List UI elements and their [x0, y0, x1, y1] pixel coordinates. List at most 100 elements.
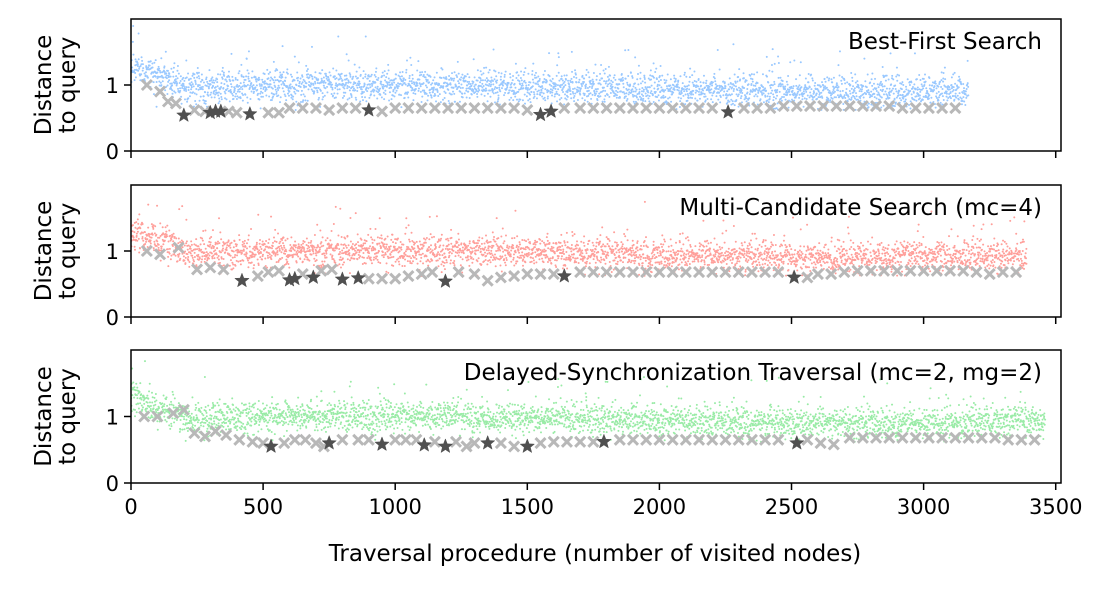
- visited-node-dot: [242, 94, 244, 96]
- visited-node-dot: [954, 83, 956, 85]
- visited-node-dot: [147, 77, 149, 79]
- visited-node-dot: [852, 85, 854, 87]
- cross-marker: [911, 103, 921, 113]
- visited-node-dot: [226, 80, 228, 82]
- visited-node-dot: [364, 96, 366, 98]
- visited-node-dot: [832, 89, 834, 91]
- visited-node-dot: [514, 87, 516, 89]
- visited-node-dot: [841, 76, 843, 78]
- visited-node-dot: [245, 255, 247, 257]
- visited-node-dot: [210, 92, 212, 94]
- visited-node-dot: [360, 74, 362, 76]
- visited-node-dot: [548, 52, 550, 54]
- visited-node-dot: [512, 75, 514, 77]
- visited-node-dot: [373, 257, 375, 259]
- visited-node-dot: [530, 257, 532, 259]
- visited-node-dot: [193, 260, 195, 262]
- visited-node-dot: [510, 97, 512, 99]
- visited-node-dot: [350, 76, 352, 78]
- visited-node-dot: [492, 245, 494, 247]
- visited-node-dot: [826, 87, 828, 89]
- visited-node-dot: [370, 259, 372, 261]
- visited-node-dot: [499, 249, 501, 251]
- visited-node-dot: [209, 94, 211, 96]
- visited-node-dot: [150, 60, 152, 62]
- visited-node-dot: [524, 80, 526, 82]
- visited-node-dot: [739, 78, 741, 80]
- visited-node-dot: [580, 241, 582, 243]
- visited-node-dot: [458, 244, 460, 246]
- visited-node-dot: [445, 248, 447, 250]
- visited-node-dot: [703, 75, 705, 77]
- visited-node-dot: [650, 69, 652, 71]
- visited-node-dot: [172, 245, 174, 247]
- visited-node-dot: [201, 237, 203, 239]
- visited-node-dot: [824, 85, 826, 87]
- visited-node-dot: [549, 260, 551, 262]
- visited-node-dot: [211, 247, 213, 249]
- visited-node-dot: [784, 86, 786, 88]
- visited-node-dot: [510, 253, 512, 255]
- visited-node-dot: [385, 76, 387, 78]
- star-marker: [721, 105, 735, 119]
- visited-node-dot: [502, 251, 504, 253]
- visited-node-dot: [445, 256, 447, 258]
- visited-node-dot: [293, 91, 295, 93]
- visited-node-dot: [587, 71, 589, 73]
- visited-node-dot: [952, 73, 954, 75]
- visited-node-dot: [836, 84, 838, 86]
- visited-node-dot: [278, 85, 280, 87]
- visited-node-dot: [301, 250, 303, 252]
- visited-node-dot: [193, 85, 195, 87]
- visited-node-dot: [894, 105, 896, 107]
- visited-node-dot: [551, 89, 553, 91]
- visited-node-dot: [428, 238, 430, 240]
- visited-node-dot: [175, 237, 177, 239]
- visited-node-dot: [277, 254, 279, 256]
- visited-node-dot: [546, 80, 548, 82]
- visited-node-dot: [579, 249, 581, 251]
- visited-node-dot: [749, 75, 751, 77]
- visited-node-dot: [433, 86, 435, 88]
- visited-node-dot: [203, 243, 205, 245]
- visited-node-dot: [189, 261, 191, 263]
- visited-node-dot: [443, 252, 445, 254]
- visited-node-dot: [418, 251, 420, 253]
- visited-node-dot: [961, 103, 963, 105]
- visited-node-dot: [236, 95, 238, 97]
- visited-node-dot: [243, 76, 245, 78]
- visited-node-dot: [466, 97, 468, 99]
- visited-node-dot: [297, 250, 299, 252]
- visited-node-dot: [152, 234, 154, 236]
- visited-node-dot: [407, 260, 409, 262]
- visited-node-dot: [342, 97, 344, 99]
- visited-node-dot: [204, 258, 206, 260]
- visited-node-dot: [156, 106, 158, 108]
- visited-node-dot: [943, 72, 945, 74]
- visited-node-dot: [328, 78, 330, 80]
- visited-node-dot: [705, 100, 707, 102]
- visited-node-dot: [143, 78, 145, 80]
- visited-node-dot: [419, 260, 421, 262]
- visited-node-dot: [560, 97, 562, 99]
- visited-node-dot: [384, 243, 386, 245]
- visited-node-dot: [639, 88, 641, 90]
- visited-node-dot: [677, 85, 679, 87]
- visited-node-dot: [810, 74, 812, 76]
- visited-node-dot: [515, 77, 517, 79]
- visited-node-dot: [905, 98, 907, 100]
- visited-node-dot: [311, 76, 313, 78]
- visited-node-dot: [502, 242, 504, 244]
- visited-node-dot: [335, 97, 337, 99]
- visited-node-dot: [218, 91, 220, 93]
- visited-node-dot: [331, 93, 333, 95]
- visited-node-dot: [323, 80, 325, 82]
- visited-node-dot: [614, 87, 616, 89]
- visited-node-dot: [585, 263, 587, 265]
- cross-marker: [924, 103, 934, 113]
- visited-node-dot: [247, 84, 249, 86]
- visited-node-dot: [261, 79, 263, 81]
- visited-node-dot: [229, 100, 231, 102]
- visited-node-dot: [550, 80, 552, 82]
- visited-node-dot: [326, 237, 328, 239]
